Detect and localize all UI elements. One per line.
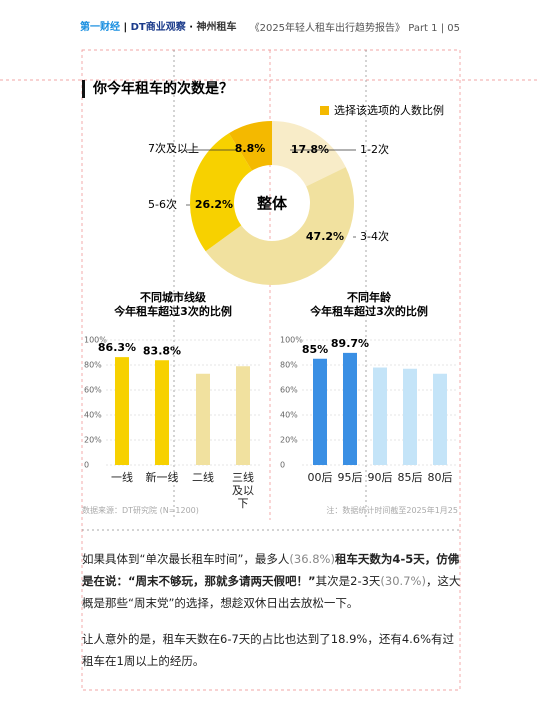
y-tick-label: 40% [84, 411, 102, 420]
bar [115, 357, 129, 465]
section-title: 你今年租车的次数是？ [82, 80, 233, 98]
donut-slice [205, 167, 354, 285]
chart-title: 不同年龄 [347, 290, 392, 304]
bar [403, 368, 417, 465]
bar [433, 373, 447, 465]
donut-slice [190, 133, 253, 252]
chart-title: 不同城市线级 [140, 290, 207, 304]
logos: 第一财经 | DT商业观察 · 神州租车 [80, 22, 237, 33]
x-tick-label: 95后 [337, 471, 363, 484]
x-tick-label: 85后 [397, 471, 423, 484]
part: Part 1 [408, 23, 438, 34]
text: 让人意外的是，租车天数在6-7天的占比也达到了18.9%，还有4.6%有过租车在… [82, 632, 455, 668]
text: 如果具体到“单次最长租车时间”，最多人 [82, 552, 290, 566]
page-number: 05 [447, 23, 460, 34]
y-tick-label: 100% [280, 336, 303, 345]
y-tick-label: 20% [280, 436, 298, 445]
y-tick-label: 100% [84, 336, 107, 345]
bar [155, 360, 169, 465]
value-label: 26.2% [195, 198, 233, 211]
text: 租车天数为4-5天，仿佛是在说：“周末不够玩，那就多请两天假吧！” [82, 552, 460, 588]
legend-label: 选择该选项的人数比例 [334, 103, 444, 117]
category-label: 3-4次 [360, 229, 389, 243]
report-title: 《2025年轻人租车出行趋势报告》 [249, 23, 406, 34]
value-label: 86.3% [98, 341, 136, 354]
category-label: 7次及以上 [148, 141, 199, 155]
text: (30.7%) [380, 574, 426, 588]
y-tick-label: 0 [280, 461, 285, 470]
value-label: 47.2% [306, 230, 344, 243]
paragraph: 让人意外的是，租车天数在6-7天的占比也达到了18.9%，还有4.6%有过租车在… [82, 628, 462, 672]
y-tick-label: 20% [84, 436, 102, 445]
charts: 17.8% 1-2次 47.2% 3-4次 26.2% 5-6次 8.8% 7次及以上整体 选择… [84, 103, 458, 510]
x-tick-label: 二线 [192, 471, 214, 484]
y-tick-label: 80% [280, 361, 298, 370]
text: (36.8%) [289, 552, 335, 566]
category-label: 1-2次 [360, 142, 389, 156]
y-tick-label: 40% [280, 411, 298, 420]
x-tick-label: 三线及以下 [232, 471, 254, 510]
x-tick-label: 新一线 [145, 471, 179, 484]
chart-subtitle: 今年租车超过3次的比例 [113, 304, 232, 318]
value-label: 83.8% [143, 344, 181, 357]
x-tick-label: 90后 [367, 471, 393, 484]
text: 其次是2-3天 [315, 574, 381, 588]
paragraph: 如果具体到“单次最长租车时间”，最多人(36.8%)租车天数为4-5天，仿佛是在… [82, 548, 462, 614]
text: ，这大概是那些“周末党”的选择，想趁双休日出去放松一下。 [82, 574, 461, 610]
y-tick-label: 0 [84, 461, 89, 470]
header-right: 《2025年轻人租车出行趋势报告》 Part 1 | 05 [249, 23, 460, 34]
donut-slice [272, 121, 346, 187]
x-tick-label: 00后 [307, 471, 333, 484]
y-tick-label: 60% [84, 386, 102, 395]
bar [343, 352, 357, 465]
value-label: 85% [302, 343, 328, 356]
donut-slice [228, 121, 272, 171]
note: 注：数据统计时间截至2025年1月25 [326, 506, 458, 515]
source: 数据来源：DT研究院 (N=1200) [82, 506, 199, 515]
y-tick-label: 60% [280, 386, 298, 395]
legend-swatch [320, 106, 329, 115]
category-label: 5-6次 [148, 197, 177, 211]
logo: DT商业观察 [130, 22, 186, 33]
logo: 神州租车 [196, 22, 237, 33]
chart-subtitle: 今年租车超过3次的比例 [309, 304, 428, 318]
x-tick-label: 80后 [427, 471, 453, 484]
bar [373, 367, 387, 465]
value-label: 89.7% [331, 337, 369, 350]
bar [196, 373, 210, 465]
value-label: 17.8% [291, 143, 329, 156]
x-tick-label: 一线 [111, 471, 133, 484]
logo: 第一财经 [80, 22, 120, 33]
value-label: 8.8% [235, 142, 266, 155]
bar [236, 366, 250, 465]
center-label: 整体 [257, 195, 288, 213]
y-tick-label: 80% [84, 361, 102, 370]
bar [313, 358, 327, 465]
